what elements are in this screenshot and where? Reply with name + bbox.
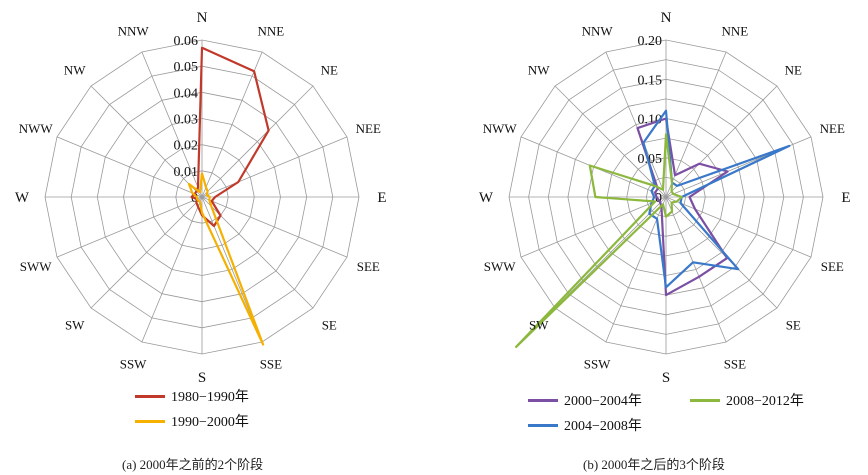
- direction-label-nnw: NNW: [118, 24, 150, 39]
- radar-chart-a: 00.010.020.030.040.050.06NNNENENEEESEESE…: [15, 10, 387, 386]
- direction-label-s: S: [198, 370, 206, 386]
- grid-spoke: [665, 196, 727, 343]
- legend-label: 2000−2004年: [564, 394, 642, 409]
- direction-label-w: W: [479, 190, 494, 206]
- direction-label-ne: NE: [785, 63, 802, 78]
- direction-label-w: W: [15, 190, 30, 206]
- direction-label-nw: NW: [528, 63, 550, 78]
- radial-tick-label: 0.15: [638, 73, 663, 88]
- grid-spoke: [665, 85, 778, 198]
- grid-spoke: [605, 196, 667, 343]
- legend-item-series-a2: 1990−2000年: [135, 411, 249, 431]
- legend-label: 2004−2008年: [564, 419, 642, 434]
- legend-swatch: [528, 398, 558, 402]
- grid-spoke: [141, 196, 203, 343]
- radial-tick-label: 0.05: [638, 152, 663, 167]
- radial-tick-label: 0.03: [174, 113, 199, 128]
- series-line-1: [187, 172, 265, 346]
- grid-spoke: [554, 196, 667, 309]
- direction-label-nww: NWW: [483, 121, 518, 136]
- radial-tick-label: 0.20: [638, 34, 663, 49]
- grid-spoke: [90, 85, 203, 198]
- direction-label-e: E: [841, 190, 850, 206]
- radial-tick-label: 0.04: [174, 86, 199, 101]
- direction-label-nne: NNE: [722, 24, 749, 39]
- direction-label-see: SEE: [821, 259, 844, 274]
- grid-spoke: [665, 196, 812, 258]
- direction-label-nw: NW: [64, 63, 86, 78]
- grid-spoke: [605, 51, 667, 198]
- grid-spoke: [554, 85, 667, 198]
- direction-label-sw: SW: [65, 317, 85, 332]
- legend-label: 2008−2012年: [726, 394, 804, 409]
- legend-label: 1990−2000年: [171, 415, 249, 430]
- legend-item-series-b2: 2004−2008年: [528, 415, 642, 435]
- direction-label-nne: NNE: [258, 24, 285, 39]
- direction-label-s: S: [662, 370, 670, 386]
- grid-spoke: [141, 51, 203, 198]
- series-line-0: [636, 117, 729, 297]
- legend-label: 1980−1990年: [171, 390, 249, 405]
- direction-label-n: N: [661, 10, 672, 26]
- caption-a: (a) 2000年之前的2个阶段: [122, 457, 264, 472]
- radial-tick-label: 0.06: [174, 34, 199, 49]
- direction-label-se: SE: [786, 317, 801, 332]
- grid-spoke: [90, 196, 203, 309]
- grid-spoke: [665, 51, 727, 198]
- direction-label-sww: SWW: [484, 259, 517, 274]
- legend-swatch: [135, 394, 165, 398]
- radial-tick-label: 0.05: [174, 60, 199, 75]
- grid-spoke: [201, 136, 348, 198]
- grid-spoke: [520, 196, 667, 258]
- grid-spoke: [201, 51, 263, 198]
- direction-label-e: E: [377, 190, 386, 206]
- radial-tick-label: 0.01: [174, 165, 199, 180]
- legend-swatch: [135, 419, 165, 423]
- direction-label-sse: SSE: [724, 356, 746, 371]
- radial-tick-label: 0.02: [174, 139, 199, 154]
- direction-label-nww: NWW: [19, 121, 54, 136]
- direction-label-n: N: [197, 10, 208, 26]
- grid-spoke: [665, 196, 778, 309]
- grid-spoke: [201, 196, 348, 258]
- direction-label-sse: SSE: [260, 356, 282, 371]
- grid-spoke: [56, 136, 203, 198]
- radar-chart-b: 00.050.100.150.20NNNENENEEESEESESSESSSWS…: [479, 10, 851, 386]
- caption-b: (b) 2000年之后的3个阶段: [583, 457, 725, 472]
- series-line-2: [514, 133, 683, 348]
- direction-label-ssw: SSW: [120, 356, 147, 371]
- legend-swatch: [690, 398, 720, 402]
- direction-label-ssw: SSW: [584, 356, 611, 371]
- direction-label-nee: NEE: [356, 121, 381, 136]
- legend-item-series-b3: 2008−2012年: [690, 390, 804, 410]
- direction-label-nee: NEE: [820, 121, 845, 136]
- grid-spoke: [201, 85, 314, 198]
- grid-spoke: [56, 196, 203, 258]
- legend-swatch: [528, 423, 558, 427]
- direction-label-nnw: NNW: [582, 24, 614, 39]
- legend-item-series-b1: 2000−2004年: [528, 390, 642, 410]
- series-line-1: [642, 109, 791, 289]
- direction-label-sww: SWW: [20, 259, 53, 274]
- direction-label-se: SE: [322, 317, 337, 332]
- direction-label-sw: SW: [529, 317, 549, 332]
- direction-label-ne: NE: [321, 63, 338, 78]
- legend-item-series-a1: 1980−1990年: [135, 386, 249, 406]
- direction-label-see: SEE: [357, 259, 380, 274]
